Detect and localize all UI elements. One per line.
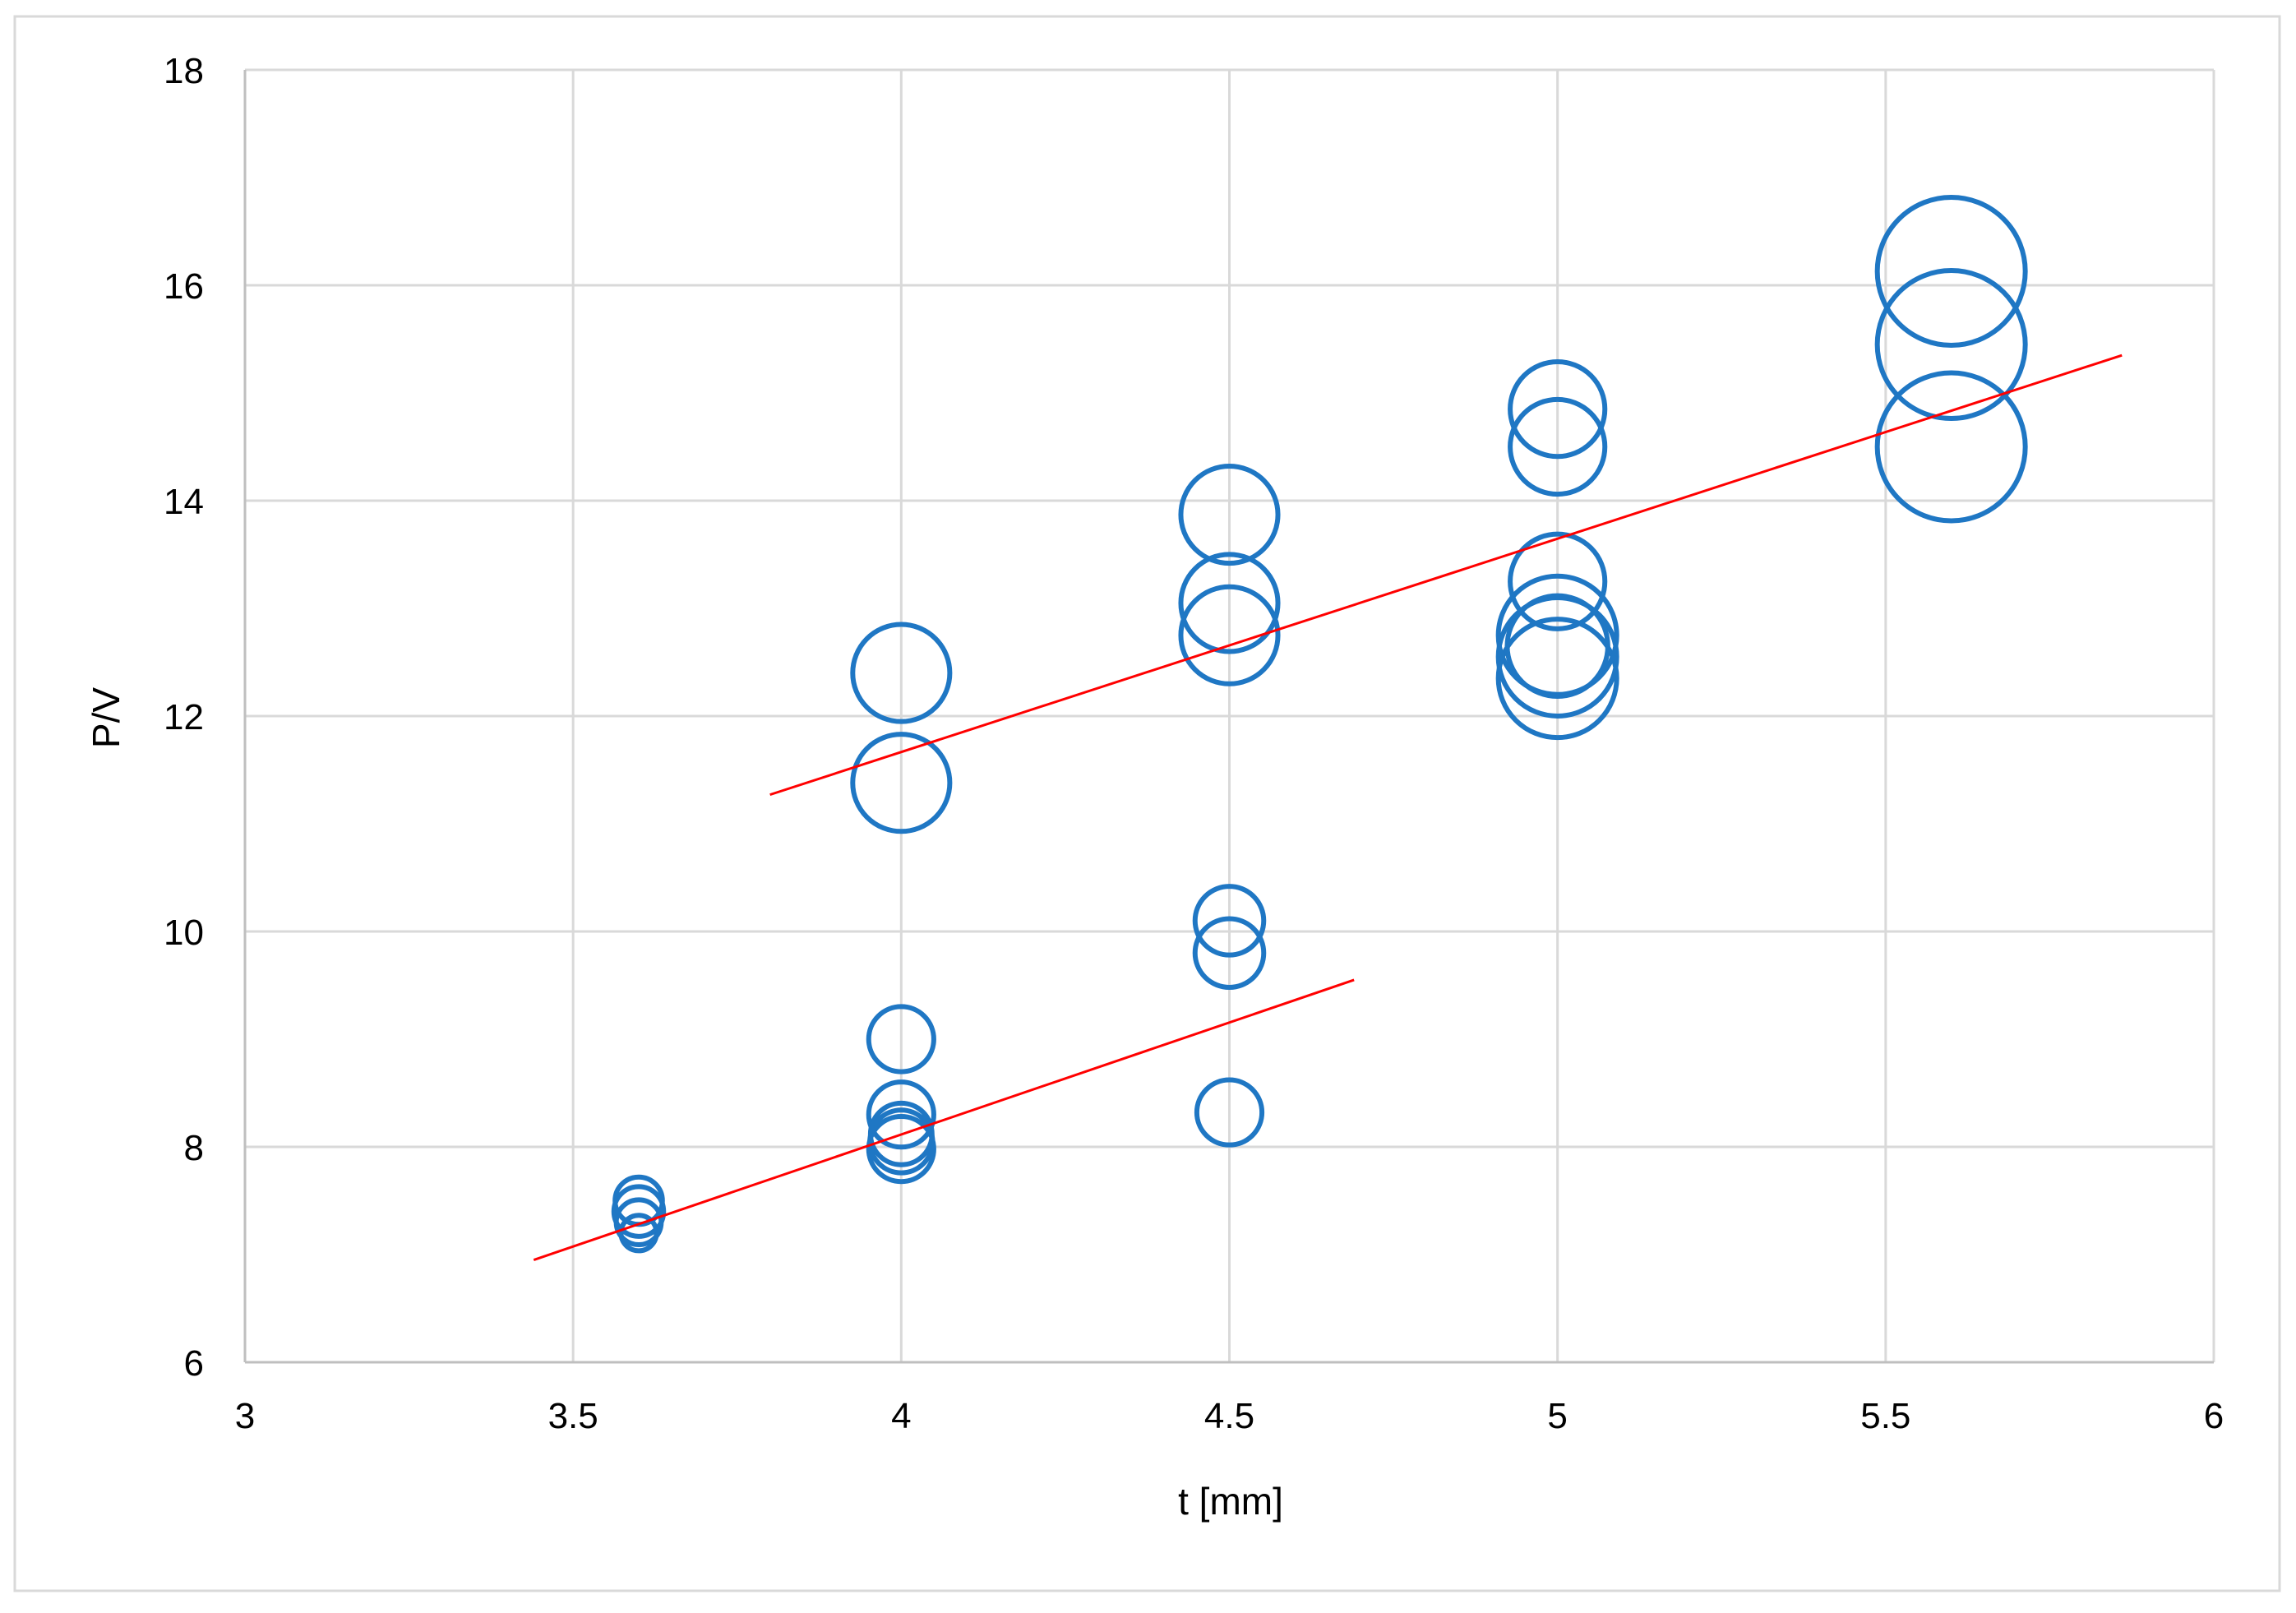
x-tick-label: 5.5 (1860, 1396, 1910, 1436)
trendline (533, 978, 1355, 1261)
bubble-point (1178, 463, 1281, 566)
bubble-point (1192, 916, 1267, 990)
bubble-point (1874, 370, 2028, 524)
bubble-point (1508, 359, 1608, 460)
x-tick-label: 6 (2204, 1396, 2224, 1436)
bubble-point (866, 1079, 936, 1150)
x-tick-label: 4.5 (1204, 1396, 1254, 1436)
bubble-point (1178, 584, 1281, 686)
bubble-point (1192, 884, 1267, 958)
y-tick-label: 14 (164, 482, 204, 522)
x-tick-label: 3.5 (548, 1396, 598, 1436)
x-tick-label: 3 (235, 1396, 255, 1436)
bubble-point (1178, 552, 1281, 654)
tick-labels: 3 3.5 4 4.5 5 5.5 6 6 8 10 12 14 16 18 (164, 51, 2224, 1436)
y-tick-label: 6 (184, 1343, 204, 1384)
bubble-point (1194, 1077, 1265, 1148)
y-axis-title: P/V (85, 687, 127, 748)
x-tick-label: 4 (891, 1396, 911, 1436)
bubble-point (866, 1004, 936, 1075)
bubble-point (1508, 531, 1608, 631)
x-axis-title: t [mm] (1178, 1480, 1283, 1523)
bubble-point (1874, 194, 2028, 348)
bubble-point (867, 1100, 935, 1167)
bubble-point (1508, 396, 1608, 497)
y-tick-label: 16 (164, 266, 204, 307)
chart-area-border (13, 15, 2281, 1592)
y-tick-label: 8 (184, 1128, 204, 1168)
trendline (769, 354, 2123, 797)
bubble-point (1874, 268, 2028, 422)
bubble-point (850, 622, 953, 724)
bubble-point (611, 1184, 667, 1239)
bubble-series (611, 194, 2028, 1254)
trendlines (533, 354, 2123, 1261)
bubble-point (1504, 593, 1610, 700)
y-tick-label: 12 (164, 697, 204, 737)
y-tick-label: 18 (164, 51, 204, 91)
y-tick-label: 10 (164, 913, 204, 953)
x-tick-label: 5 (1547, 1396, 1567, 1436)
axes (243, 70, 2214, 1364)
bubble-point (850, 732, 953, 834)
bubble-point (1495, 617, 1619, 741)
